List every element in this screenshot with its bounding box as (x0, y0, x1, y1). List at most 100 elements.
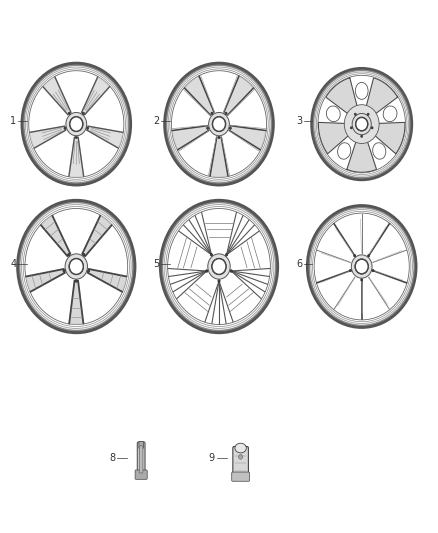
Ellipse shape (66, 112, 87, 136)
Polygon shape (43, 77, 71, 115)
Polygon shape (326, 78, 357, 115)
Polygon shape (30, 126, 66, 148)
Ellipse shape (230, 270, 233, 272)
Ellipse shape (354, 113, 356, 115)
Ellipse shape (210, 254, 212, 256)
Ellipse shape (372, 269, 374, 272)
Text: 8: 8 (109, 453, 115, 463)
Text: 1: 1 (10, 116, 16, 126)
Text: 9: 9 (208, 453, 215, 463)
Ellipse shape (69, 259, 83, 274)
Ellipse shape (344, 104, 379, 143)
Polygon shape (210, 137, 228, 177)
Ellipse shape (70, 117, 83, 131)
Ellipse shape (87, 127, 88, 130)
Ellipse shape (212, 117, 226, 131)
Ellipse shape (171, 71, 267, 177)
Polygon shape (82, 216, 112, 256)
Ellipse shape (75, 280, 78, 282)
Ellipse shape (373, 143, 386, 159)
Polygon shape (87, 126, 123, 148)
Ellipse shape (69, 259, 83, 274)
Ellipse shape (310, 208, 413, 325)
Ellipse shape (25, 66, 128, 182)
Ellipse shape (67, 254, 70, 256)
Ellipse shape (356, 117, 367, 131)
Ellipse shape (207, 127, 209, 130)
Ellipse shape (361, 135, 363, 138)
Ellipse shape (218, 280, 220, 282)
Text: 4: 4 (10, 259, 16, 269)
Ellipse shape (226, 254, 228, 256)
Ellipse shape (350, 269, 351, 272)
Ellipse shape (218, 136, 220, 139)
Ellipse shape (318, 75, 406, 173)
FancyBboxPatch shape (139, 441, 143, 448)
Polygon shape (347, 140, 377, 172)
Ellipse shape (87, 270, 90, 272)
Ellipse shape (63, 270, 65, 272)
FancyBboxPatch shape (137, 442, 145, 474)
Polygon shape (69, 281, 83, 324)
Ellipse shape (351, 255, 372, 278)
Ellipse shape (352, 114, 371, 135)
Ellipse shape (350, 127, 352, 129)
Ellipse shape (383, 106, 397, 122)
Ellipse shape (82, 112, 85, 115)
Ellipse shape (355, 259, 368, 274)
Ellipse shape (371, 127, 373, 129)
Polygon shape (230, 126, 266, 150)
Ellipse shape (367, 254, 370, 257)
Ellipse shape (168, 208, 270, 325)
Ellipse shape (326, 106, 340, 122)
FancyBboxPatch shape (232, 472, 250, 481)
Polygon shape (184, 76, 214, 115)
Ellipse shape (211, 112, 213, 115)
Ellipse shape (75, 136, 78, 139)
Ellipse shape (355, 259, 368, 274)
Ellipse shape (20, 203, 132, 330)
Ellipse shape (163, 203, 275, 330)
Polygon shape (318, 123, 350, 154)
Text: 5: 5 (153, 259, 159, 269)
Ellipse shape (355, 83, 368, 99)
Ellipse shape (229, 127, 231, 130)
Polygon shape (26, 269, 65, 292)
FancyBboxPatch shape (139, 446, 143, 473)
Ellipse shape (208, 254, 230, 279)
Ellipse shape (68, 112, 71, 115)
Text: 2: 2 (153, 116, 159, 126)
Polygon shape (82, 77, 110, 115)
Ellipse shape (64, 127, 66, 130)
Ellipse shape (225, 112, 227, 115)
Ellipse shape (212, 259, 226, 274)
Polygon shape (88, 269, 126, 292)
Polygon shape (374, 123, 405, 154)
Text: 6: 6 (296, 259, 302, 269)
Ellipse shape (353, 254, 356, 257)
Polygon shape (69, 138, 84, 177)
Ellipse shape (70, 117, 83, 131)
Polygon shape (41, 216, 70, 256)
Ellipse shape (314, 213, 409, 320)
Ellipse shape (212, 117, 226, 131)
FancyBboxPatch shape (135, 470, 147, 479)
Ellipse shape (83, 254, 85, 256)
Ellipse shape (314, 71, 410, 177)
Polygon shape (172, 126, 208, 150)
Ellipse shape (212, 259, 226, 274)
Ellipse shape (208, 112, 230, 136)
Text: 3: 3 (296, 116, 302, 126)
Polygon shape (366, 78, 398, 115)
Ellipse shape (360, 279, 363, 281)
Ellipse shape (367, 113, 369, 115)
Ellipse shape (239, 455, 243, 459)
Ellipse shape (205, 270, 208, 272)
FancyBboxPatch shape (233, 447, 248, 475)
Ellipse shape (235, 443, 246, 453)
Ellipse shape (167, 66, 271, 182)
Ellipse shape (25, 208, 127, 325)
Polygon shape (224, 76, 254, 115)
Ellipse shape (29, 71, 124, 177)
Ellipse shape (338, 143, 351, 159)
